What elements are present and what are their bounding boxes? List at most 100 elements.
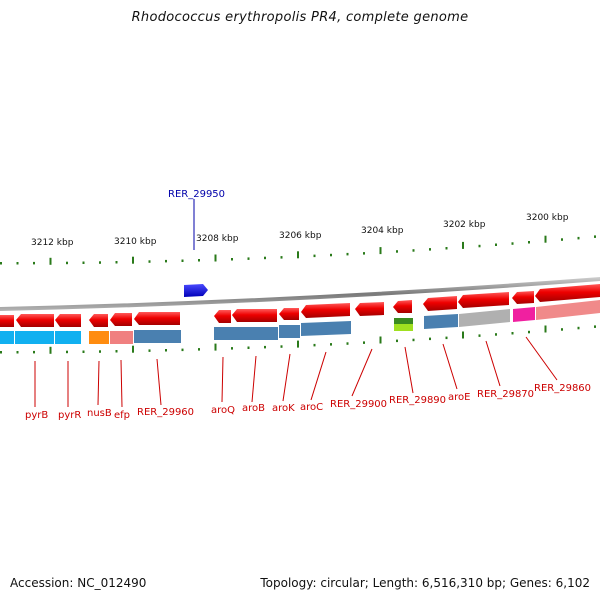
scale-tick — [214, 343, 217, 351]
genome-backbone — [0, 277, 600, 311]
scale-tick — [478, 244, 481, 248]
gene-label: nusB — [87, 408, 112, 419]
gene-arrow[interactable] — [214, 310, 231, 323]
scale-tick — [495, 333, 497, 336]
gene-arrow[interactable] — [89, 314, 108, 327]
scale-tick — [363, 252, 365, 255]
gene-label-rer-29950: RER_29950 — [168, 189, 225, 200]
gene-label: aroE — [448, 392, 470, 403]
gene-arrow[interactable] — [393, 300, 412, 313]
scale-tick — [297, 340, 299, 348]
scale-tick — [165, 259, 167, 263]
scale-tick — [82, 261, 85, 264]
scale-tick — [264, 256, 266, 260]
gene-arrow[interactable] — [55, 314, 81, 327]
scale-tick — [445, 336, 448, 340]
scale-tick — [115, 350, 118, 353]
category-bar — [513, 307, 535, 322]
gene-label: pyrB — [25, 410, 48, 421]
scale-label: 3200 kbp — [526, 213, 569, 223]
scale-tick — [313, 343, 316, 347]
scale-tick — [214, 254, 217, 262]
category-bar — [394, 324, 413, 331]
scale-label: 3204 kbp — [361, 226, 404, 236]
gene-arrow[interactable] — [134, 312, 180, 325]
scale-tick — [495, 243, 497, 246]
scale-labels: 3212 kbp 3210 kbp 3208 kbp 3206 kbp 3204… — [31, 213, 569, 248]
gene-arrow[interactable] — [512, 291, 534, 304]
category-bar — [301, 321, 351, 336]
scale-tick — [313, 254, 316, 258]
scale-tick — [198, 348, 200, 351]
scale-label: 3208 kbp — [196, 234, 239, 244]
category-bar — [134, 330, 181, 343]
accession-text: Accession: NC_012490 — [10, 576, 147, 590]
scale-tick — [544, 325, 547, 333]
gene-arrow[interactable] — [16, 314, 54, 327]
scale-tick — [0, 262, 2, 265]
gene-label: aroC — [300, 402, 323, 413]
bottom-strand-genes — [0, 284, 600, 327]
gene-arrow[interactable] — [423, 296, 457, 311]
scale-tick — [82, 350, 85, 353]
scale-tick — [462, 331, 464, 339]
scale-tick — [396, 250, 398, 253]
scale-tick — [148, 260, 151, 263]
scale-tick — [429, 337, 431, 341]
scale-ticks-lower — [0, 325, 596, 354]
scale-tick — [181, 259, 184, 262]
gene-label: RER_29870 — [477, 389, 534, 400]
scale-label: 3206 kbp — [279, 231, 322, 241]
scale-tick — [16, 351, 19, 354]
gene-label: efp — [114, 410, 130, 421]
top-strand-genes: RER_29950 — [168, 189, 225, 297]
scale-tick — [544, 235, 547, 243]
scale-tick — [16, 262, 19, 265]
category-bar — [459, 309, 510, 327]
category-bar — [0, 331, 14, 344]
gene-arrow[interactable] — [0, 315, 14, 327]
category-bar — [536, 300, 600, 320]
scale-tick — [132, 345, 134, 353]
scale-tick — [478, 334, 481, 337]
scale-tick — [49, 257, 52, 265]
scale-tick — [561, 328, 563, 331]
genome-summary: Topology: circular; Length: 6,516,310 bp… — [260, 576, 590, 590]
gene-label: RER_29860 — [534, 383, 591, 394]
scale-tick — [66, 350, 68, 354]
gene-arrow[interactable] — [458, 292, 509, 308]
gene-arrow[interactable] — [110, 313, 132, 326]
category-bar — [424, 314, 458, 329]
scale-tick — [132, 256, 134, 264]
gene-arrow[interactable] — [355, 302, 384, 316]
gene-arrow[interactable] — [535, 284, 600, 302]
gene-label: aroK — [272, 403, 295, 414]
category-bar — [394, 318, 413, 324]
gene-arrow[interactable] — [301, 303, 350, 318]
gene-arrow[interactable] — [279, 308, 299, 320]
gene-arrow[interactable] — [232, 309, 277, 322]
gene-label: RER_29890 — [389, 395, 446, 406]
scale-tick — [231, 258, 233, 261]
category-bar — [214, 327, 278, 340]
gene-rer-29950[interactable] — [184, 284, 208, 297]
gene-label: pyrR — [58, 410, 81, 421]
scale-tick — [247, 346, 250, 349]
scale-label: 3210 kbp — [114, 237, 157, 247]
scale-tick — [165, 349, 167, 352]
scale-tick — [181, 348, 184, 352]
category-bar — [279, 325, 300, 338]
map-title: Rhodococcus erythropolis PR4, complete g… — [131, 10, 469, 25]
scale-tick — [561, 238, 563, 241]
scale-tick — [577, 326, 580, 330]
scale-tick — [511, 332, 514, 335]
scale-tick — [445, 247, 448, 250]
scale-tick — [330, 253, 332, 257]
scale-tick — [346, 252, 349, 256]
scale-ticks-upper — [0, 235, 596, 265]
scale-tick — [99, 350, 101, 353]
scale-tick — [528, 241, 530, 244]
scale-tick — [33, 261, 35, 265]
scale-tick — [33, 350, 35, 354]
